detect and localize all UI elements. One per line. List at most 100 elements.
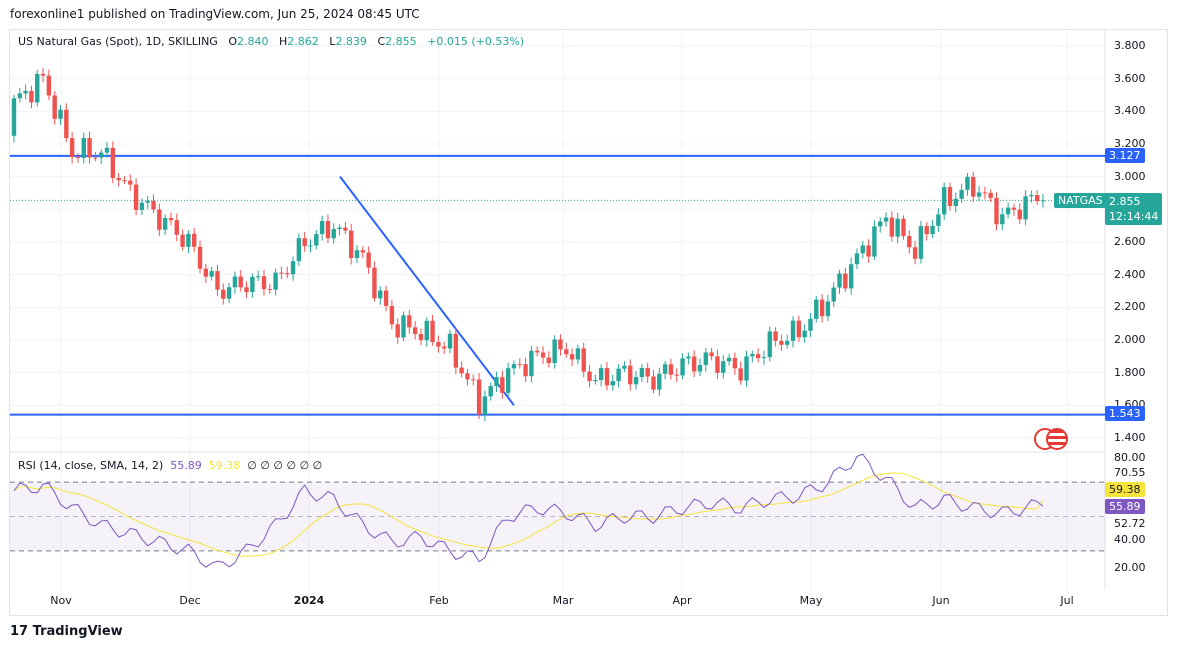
candle	[401, 315, 406, 338]
candle	[1005, 207, 1011, 215]
time-tick: Dec	[179, 594, 201, 607]
chart-frame[interactable]	[9, 29, 1168, 616]
candle	[645, 368, 650, 377]
candle	[802, 330, 807, 338]
candle	[738, 368, 743, 381]
candle	[854, 253, 860, 265]
candle	[378, 290, 383, 299]
candle	[523, 364, 528, 377]
candle	[546, 357, 552, 364]
candle	[552, 339, 557, 364]
candle	[197, 246, 203, 269]
time-tick: Jul	[1060, 594, 1074, 607]
rsi-sma-value: 59.38	[208, 459, 241, 472]
candle	[971, 176, 976, 197]
candle	[273, 272, 278, 290]
candle	[825, 301, 831, 317]
candle	[616, 368, 621, 382]
price-tick: 2.600	[1114, 234, 1146, 248]
candle	[837, 273, 842, 288]
candle	[412, 327, 418, 335]
candle	[337, 227, 342, 230]
candle	[622, 365, 627, 369]
candle	[1034, 195, 1040, 202]
candle	[314, 234, 319, 246]
candle	[569, 354, 575, 360]
candle	[912, 247, 918, 259]
candle	[360, 250, 366, 253]
candle	[732, 357, 738, 369]
candle	[348, 230, 354, 259]
low-value: 2.839	[335, 35, 367, 48]
close-value: 2.855	[385, 35, 417, 48]
time-tick: Feb	[429, 594, 449, 607]
candle	[517, 364, 522, 366]
candle	[709, 352, 714, 357]
candle	[982, 192, 988, 194]
candle	[180, 234, 185, 247]
price-tick: 3.200	[1114, 136, 1146, 150]
candle	[261, 276, 267, 290]
candle	[540, 352, 546, 358]
candle	[221, 289, 226, 299]
candle	[587, 371, 592, 382]
candle	[87, 138, 92, 158]
candle	[116, 177, 121, 181]
candle	[343, 227, 348, 231]
candle	[436, 342, 441, 347]
candle	[1029, 195, 1034, 197]
candle	[192, 233, 197, 247]
candle	[878, 221, 883, 227]
candle	[936, 214, 941, 226]
candle	[639, 368, 645, 378]
candle	[46, 75, 52, 96]
candle	[250, 276, 255, 293]
candle	[389, 305, 395, 325]
candle	[930, 225, 935, 234]
candle	[598, 368, 604, 381]
candle	[610, 381, 615, 386]
tradingview-logo[interactable]: 𝟭𝟳 TradingView	[10, 624, 123, 639]
candle	[186, 233, 191, 247]
candle	[726, 357, 732, 362]
candle	[604, 368, 610, 386]
time-tick: Jun	[932, 594, 950, 607]
candle	[285, 273, 290, 275]
candle	[64, 109, 69, 139]
candle	[372, 267, 377, 299]
candle	[901, 218, 906, 237]
flag-icon[interactable]	[1046, 428, 1068, 450]
candle	[941, 187, 947, 215]
candle	[633, 377, 639, 385]
candle	[953, 198, 958, 207]
candle	[755, 354, 761, 359]
candle	[128, 180, 133, 185]
candle	[657, 373, 662, 390]
candle	[157, 209, 162, 230]
candle	[651, 376, 656, 390]
candle	[459, 367, 464, 374]
candle	[267, 289, 272, 291]
rsi-line	[13, 453, 1044, 568]
candle	[168, 217, 174, 221]
candle	[697, 364, 703, 372]
candle	[500, 377, 505, 393]
candle	[319, 221, 325, 235]
candle	[674, 374, 679, 376]
candle	[564, 349, 569, 355]
candle	[529, 350, 534, 377]
candle	[907, 236, 912, 248]
candle	[17, 93, 23, 99]
candle	[1011, 207, 1017, 210]
candle	[476, 379, 482, 415]
candle	[35, 73, 40, 103]
candle	[761, 357, 767, 359]
change-value: +0.015 (+0.53%)	[427, 35, 525, 48]
candle	[383, 290, 389, 306]
candle	[133, 184, 139, 210]
candle	[453, 333, 459, 368]
candle	[947, 187, 953, 207]
candle	[779, 340, 784, 345]
candle	[465, 373, 470, 380]
